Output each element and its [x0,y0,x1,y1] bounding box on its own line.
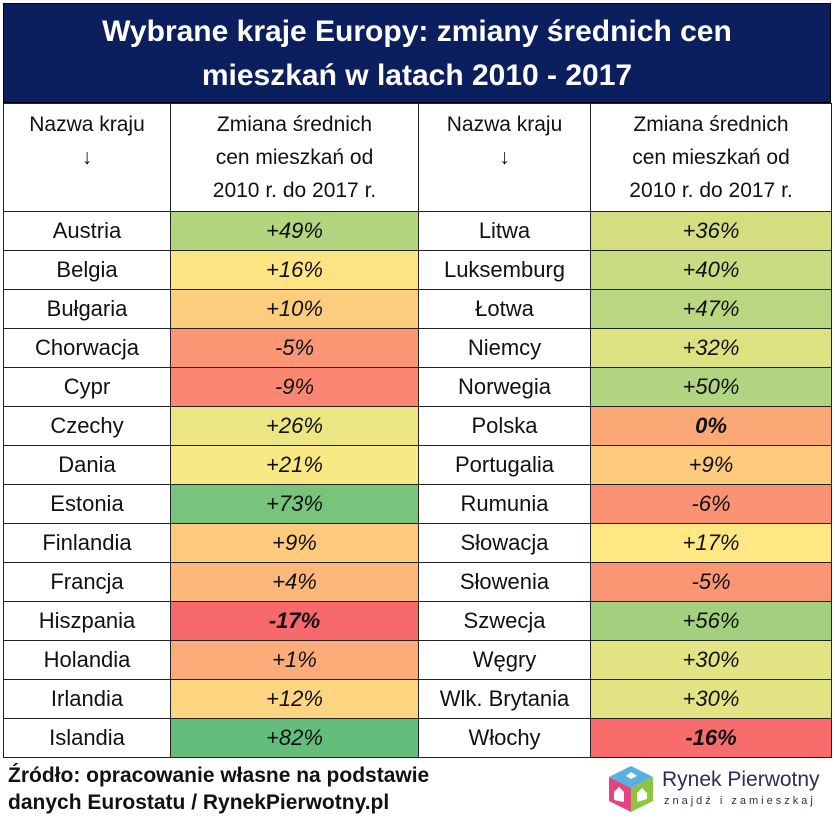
table-row: Austria +49% Litwa +36% [3,211,832,251]
country-name: Holandia [3,640,171,680]
country-name: Luksemburg [418,250,591,290]
country-name: Dania [3,445,171,485]
country-name: Hiszpania [3,601,171,641]
header-text: 2010 r. do 2017 r. [629,179,793,202]
source-line-2: danych Eurostatu / RynekPierwotny.pl [8,791,390,814]
price-change-value: +47% [590,289,832,329]
country-name: Niemcy [418,328,591,368]
price-change-value: -16% [590,718,832,758]
price-change-value: +40% [590,250,832,290]
price-change-value: +30% [590,640,832,680]
title-line-1: Wybrane kraje Europy: zmiany średnich ce… [102,15,732,48]
table-row: Irlandia +12% Wlk. Brytania +30% [3,679,832,719]
header-change-right: Zmiana średnich cen mieszkań od 2010 r. do… [590,103,832,212]
table-row: Czechy +26% Polska 0% [3,406,832,446]
arrow-down-icon: ↓ [81,146,93,169]
price-change-value: -6% [590,484,832,524]
country-name: Bułgaria [3,289,171,329]
header-text: Nazwa kraju [29,113,145,136]
price-change-value: +36% [590,211,832,251]
country-name: Austria [3,211,171,251]
price-change-value: +32% [590,328,832,368]
country-name: Węgry [418,640,591,680]
header-change-left: Zmiana średnich cen mieszkań od 2010 r. do… [170,103,419,212]
price-change-value: -5% [170,328,419,368]
country-name: Rumunia [418,484,591,524]
price-change-value: +73% [170,484,419,524]
country-name: Słowenia [418,562,591,602]
header-text: cen mieszkań od [215,146,374,169]
country-name: Finlandia [3,523,171,563]
header-text: Nazwa kraju [446,113,563,136]
price-change-value: +9% [590,445,832,485]
country-name: Czechy [3,406,171,446]
price-change-value: +16% [170,250,419,290]
country-name: Portugalia [418,445,591,485]
price-change-value: +4% [170,562,419,602]
logo-tagline: znajdź i zamieszkaj [664,795,816,807]
price-change-value: 0% [590,406,832,446]
country-name: Włochy [418,718,591,758]
country-name: Estonia [3,484,171,524]
source-note: Źródło: opracowanie własne na podstawie … [8,762,429,816]
price-change-table: Nazwa kraju ↓ Zmiana średnich cen mieszkań… [3,103,832,758]
price-change-value: +21% [170,445,419,485]
price-change-value: +56% [590,601,832,641]
price-change-value: -9% [170,367,419,407]
country-name: Francja [3,562,171,602]
header-country-right: Nazwa kraju ↓ [418,103,591,212]
header-text: 2010 r. do 2017 r. [212,179,377,202]
price-change-value: -5% [590,562,832,602]
price-change-value: +26% [170,406,419,446]
header-country-left: Nazwa kraju ↓ [3,103,171,212]
price-change-value: +12% [170,679,419,719]
price-change-value: +10% [170,289,419,329]
price-change-value: +1% [170,640,419,680]
rynek-pierwotny-logo: Rynek Pierwotny znajdź i zamieszkaj [606,764,831,814]
country-name: Belgia [3,250,171,290]
price-change-value: +50% [590,367,832,407]
country-name: Norwegia [418,367,591,407]
table-row: Chorwacja -5% Niemcy +32% [3,328,832,368]
source-line-1: Źródło: opracowanie własne na podstawie [8,764,430,787]
bottom-bar: Źródło: opracowanie własne na podstawie … [3,758,831,820]
country-name: Łotwa [418,289,591,329]
country-name: Chorwacja [3,328,171,368]
table-row: Francja +4% Słowenia -5% [3,562,832,602]
price-change-infographic: Wybrane kraje Europy: zmiany średnich ce… [3,0,832,758]
table-row: Belgia +16% Luksemburg +40% [3,250,832,290]
price-change-value: +30% [590,679,832,719]
table-row: Dania +21% Portugalia +9% [3,445,832,485]
table-row: Bułgaria +10% Łotwa +47% [3,289,832,329]
price-change-value: +82% [170,718,419,758]
price-change-value: +9% [170,523,419,563]
country-name: Cypr [3,367,171,407]
table-row: Hiszpania -17% Szwecja +56% [3,601,832,641]
price-change-value: -17% [170,601,419,641]
logo-brand: Rynek Pierwotny [662,768,820,791]
country-name: Wlk. Brytania [418,679,591,719]
header-text: cen mieszkań od [632,146,790,169]
title-line-2: mieszkań w latach 2010 - 2017 [201,59,633,92]
country-name: Litwa [418,211,591,251]
country-name: Słowacja [418,523,591,563]
table-row: Holandia +1% Węgry +30% [3,640,832,680]
table-row: Finlandia +9% Słowacja +17% [3,523,832,563]
table-row: Estonia +73% Rumunia -6% [3,484,832,524]
table-row: Cypr -9% Norwegia +50% [3,367,832,407]
price-change-value: +17% [590,523,832,563]
page-title: Wybrane kraje Europy: zmiany średnich ce… [3,3,831,103]
price-change-value: +49% [170,211,419,251]
country-name: Szwecja [418,601,591,641]
header-text: Zmiana średnich [216,113,373,136]
arrow-down-icon: ↓ [499,146,510,169]
country-name: Irlandia [3,679,171,719]
country-name: Islandia [3,718,171,758]
cube-house-icon [609,766,653,812]
country-name: Polska [418,406,591,446]
header-text: Zmiana średnich [633,113,789,136]
table-header-row: Nazwa kraju ↓ Zmiana średnich cen mieszkań… [3,103,832,212]
table-row: Islandia +82% Włochy -16% [3,718,832,758]
